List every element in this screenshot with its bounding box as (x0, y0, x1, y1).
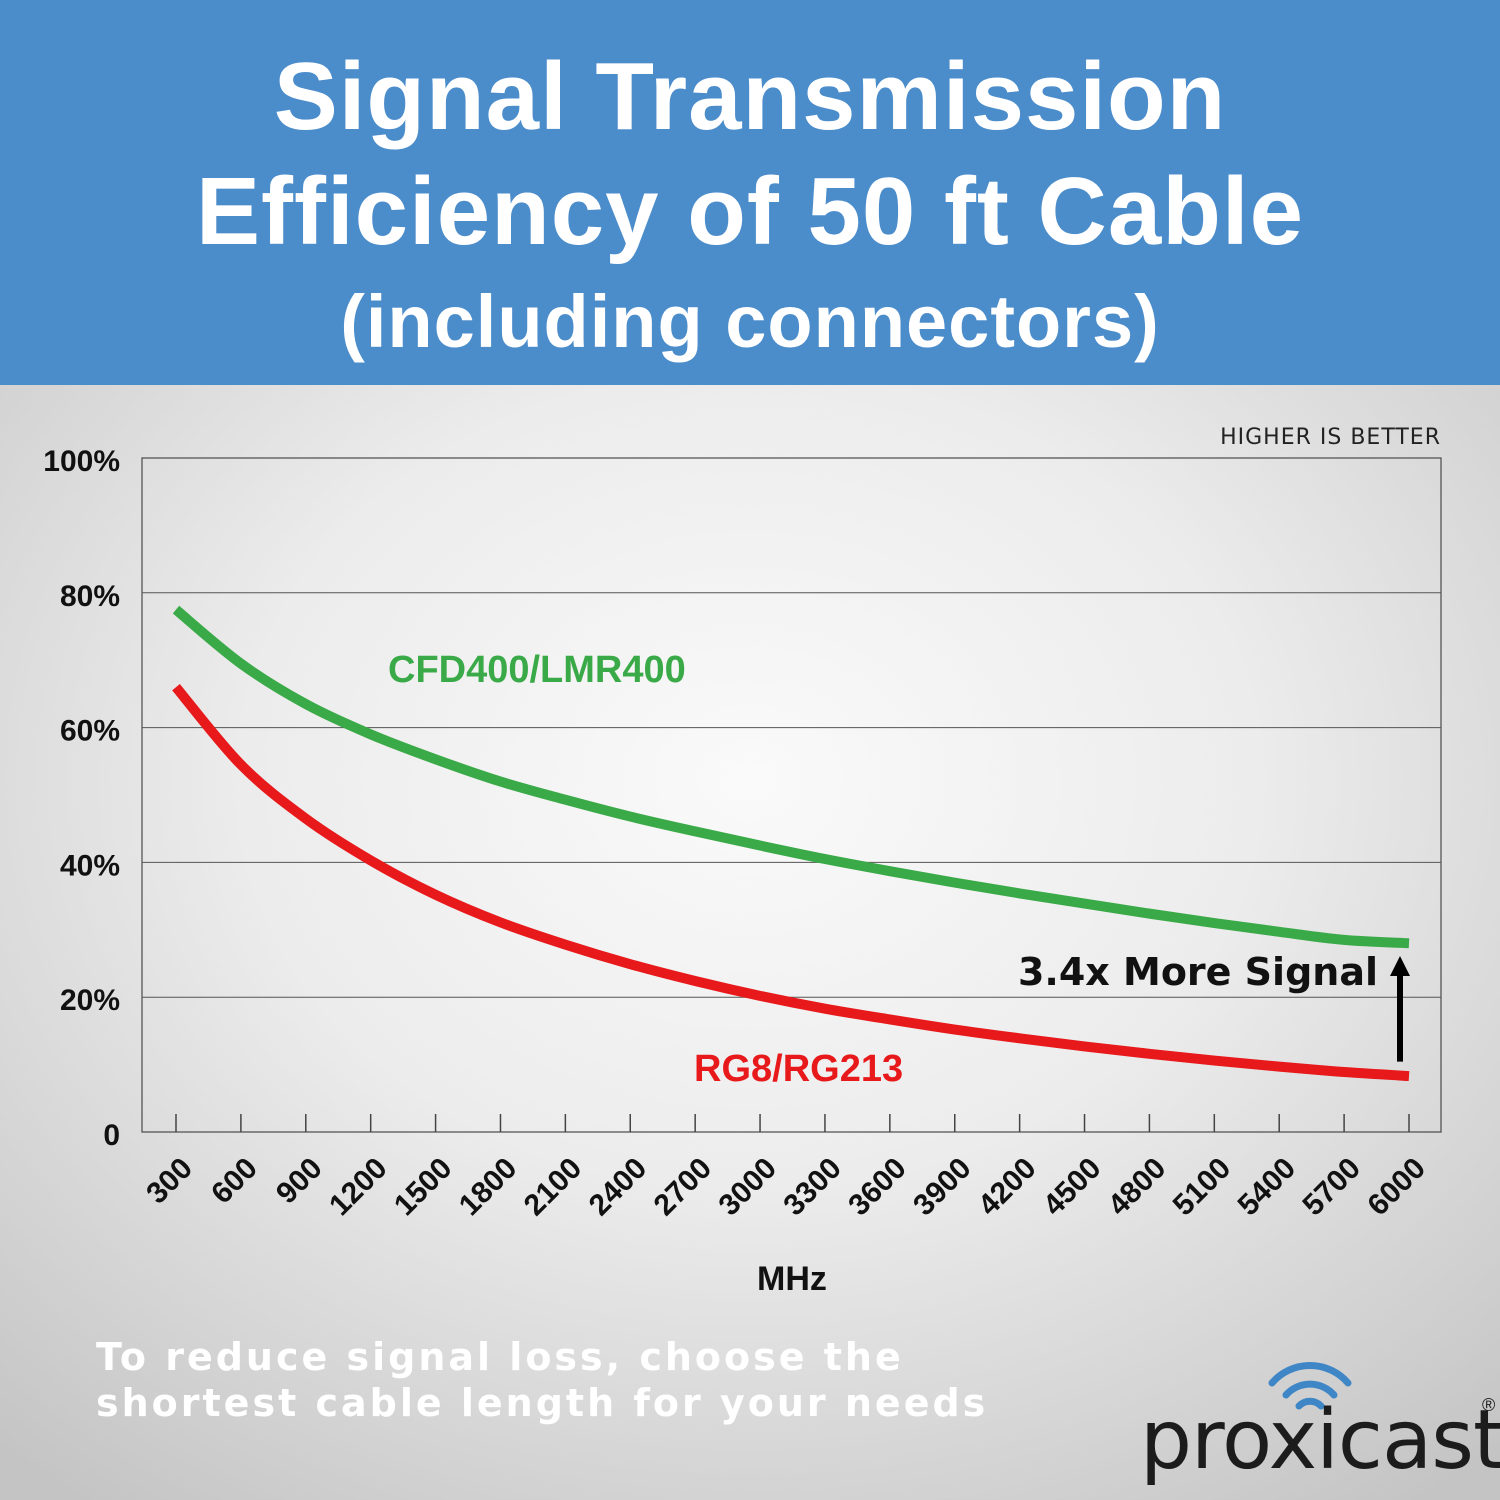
x-tick-label: 300 (140, 1152, 199, 1211)
x-tick-label: 4800 (1102, 1152, 1173, 1223)
x-tick-label: 600 (205, 1152, 264, 1211)
series-label: CFD400/LMR400 (388, 649, 686, 691)
wifi-icon (1268, 1362, 1352, 1410)
x-axis-label: MHz (757, 1260, 827, 1298)
logo-text: proxicast (1140, 1393, 1500, 1488)
x-tick-label: 3600 (842, 1152, 913, 1223)
x-tick-label: 4200 (972, 1152, 1043, 1223)
plot-frame (141, 457, 1442, 1133)
footer-line-1: To reduce signal loss, choose the (96, 1335, 904, 1379)
annotation-arrow-head (1390, 956, 1410, 977)
x-tick-label: 3300 (777, 1152, 848, 1223)
footer-line-2: shortest cable length for your needs (96, 1381, 989, 1425)
x-tick-label: 3000 (712, 1152, 783, 1223)
x-tick-label: 3900 (907, 1152, 978, 1223)
title-banner: Signal Transmission Efficiency of 50 ft … (0, 0, 1500, 385)
x-tick-label: 1500 (388, 1152, 459, 1223)
y-tick-label: 60% (60, 715, 120, 748)
x-tick-label: 5100 (1167, 1152, 1238, 1223)
y-tick-label: 100% (43, 445, 120, 478)
y-tick-label: 0 (103, 1119, 120, 1152)
series-line-cfd400 (172, 605, 1410, 949)
efficiency-chart: 0 20% 40% 60% 80% 100% HIGHER IS BETTER 300 600 9… (43, 425, 1442, 1298)
x-tick-label: 5400 (1232, 1152, 1303, 1223)
x-tick-label: 2400 (583, 1152, 654, 1223)
x-tick-label: 2700 (648, 1152, 719, 1223)
series-line-rg8 (172, 683, 1410, 1082)
x-tick-label: 6000 (1361, 1152, 1432, 1223)
x-tick-label: 2100 (518, 1152, 589, 1223)
y-tick-label: 40% (60, 849, 120, 882)
title-line-2: Efficiency of 50 ft Cable (196, 158, 1304, 265)
series-label: RG8/RG213 (694, 1048, 903, 1090)
registered-mark: ® (1482, 1395, 1496, 1415)
title-line-1: Signal Transmission (273, 43, 1227, 150)
x-tick-label: 1800 (453, 1152, 524, 1223)
footer-note: To reduce signal loss, choose the shorte… (96, 1334, 996, 1426)
x-tick-label: 4500 (1037, 1152, 1108, 1223)
y-tick-label: 80% (60, 580, 120, 613)
x-tick-label: 1200 (323, 1152, 394, 1223)
chart-note: HIGHER IS BETTER (1220, 425, 1441, 450)
x-tick-label: 5700 (1297, 1152, 1368, 1223)
subtitle: (including connectors) (340, 280, 1160, 363)
x-tick-label: 900 (270, 1152, 329, 1211)
proxicast-logo: proxicast ® (1140, 1355, 1500, 1495)
y-tick-label: 20% (60, 984, 120, 1017)
annotation-text: 3.4x More Signal (1018, 950, 1378, 994)
